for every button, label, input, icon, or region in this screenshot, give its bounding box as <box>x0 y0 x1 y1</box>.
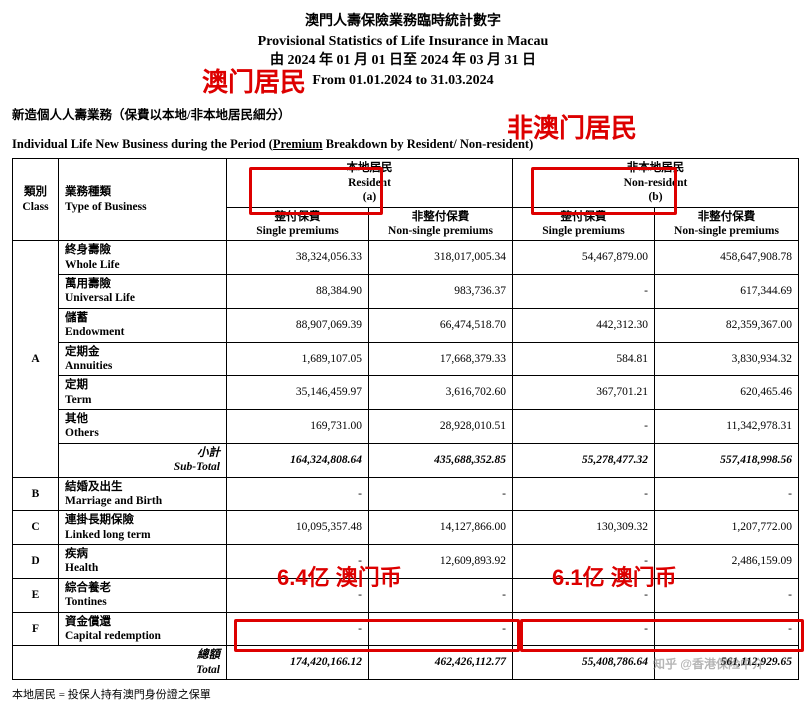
row-a3: 儲蓄Endowment 88,907,069.3966,474,518.7044… <box>13 308 799 342</box>
class-a: A <box>13 241 59 477</box>
th-type: 業務種類Type of Business <box>59 159 227 241</box>
row-c: C 連掛長期保險Linked long term 10,095,357.4814… <box>13 511 799 545</box>
th-single-b: 整付保費Single premiums <box>513 207 655 241</box>
row-d: D 疾病Health -12,609,893.92-2,486,159.09 <box>13 545 799 579</box>
th-resident: 本地居民Resident(a) <box>227 159 513 207</box>
watermark: 知乎 @香港保险中介 <box>653 655 764 672</box>
th-class: 類別Class <box>13 159 59 241</box>
th-single-a: 整付保費Single premiums <box>227 207 369 241</box>
row-f: F 資金償還Capital redemption ---- <box>13 612 799 646</box>
row-e: E 綜合養老Tontines ---- <box>13 578 799 612</box>
row-a-subtotal: 小計Sub-Total 164,324,808.64435,688,352.85… <box>13 443 799 477</box>
th-nonsingle-b: 非整付保費Non-single premiums <box>655 207 799 241</box>
header-line-3: 由 2024 年 01 月 01 日至 2024 年 03 月 31 日 <box>12 51 794 71</box>
subtitle-en-suffix: Breakdown by Resident/ Non-resident) <box>323 137 534 151</box>
th-nonresident: 非本地居民Non-resident(b) <box>513 159 799 207</box>
th-nonsingle-a: 非整付保費Non-single premiums <box>369 207 513 241</box>
header-line-2: Provisional Statistics of Life Insurance… <box>12 32 794 52</box>
data-table: 類別Class 業務種類Type of Business 本地居民Residen… <box>12 158 799 680</box>
subtitle-en: Individual Life New Business during the … <box>12 137 794 152</box>
doc-header: 澳門人壽保險業務臨時統計數字 Provisional Statistics of… <box>12 12 794 90</box>
row-a4: 定期金Annuities 1,689,107.0517,668,379.3358… <box>13 342 799 376</box>
subtitle-en-underline: Premium <box>273 137 323 151</box>
row-a5: 定期Term 35,146,459.973,616,702.60367,701.… <box>13 376 799 410</box>
header-line-4: From 01.01.2024 to 31.03.2024 <box>12 71 794 91</box>
table-body: A 終身壽險Whole Life 38,324,056.33 318,017,0… <box>13 241 799 680</box>
row-a2: 萬用壽險Universal Life 88,384.90983,736.37-6… <box>13 275 799 309</box>
row-a6: 其他Others 169,731.0028,928,010.51-11,342,… <box>13 410 799 444</box>
subtitle-cn: 新造個人人壽業務（保費以本地/非本地居民細分） <box>12 104 794 123</box>
row-b: B 結婚及出生Marriage and Birth ---- <box>13 477 799 511</box>
footnote: 本地居民 = 投保人持有澳門身份證之保單 <box>12 686 794 702</box>
subtitle-en-prefix: Individual Life New Business during the … <box>12 137 273 151</box>
row-a1: A 終身壽險Whole Life 38,324,056.33 318,017,0… <box>13 241 799 275</box>
page-root: { "header": { "line1": "澳門人壽保險業務臨時統計數字",… <box>12 12 794 702</box>
header-line-1: 澳門人壽保險業務臨時統計數字 <box>12 12 794 32</box>
